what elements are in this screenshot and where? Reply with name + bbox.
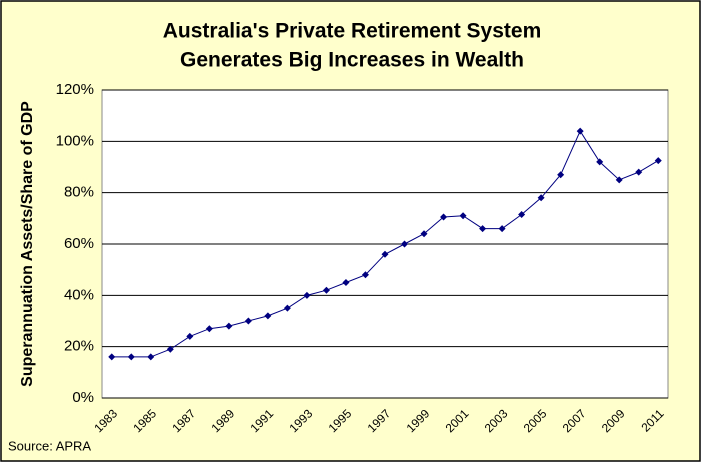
data-point xyxy=(166,345,174,353)
data-point xyxy=(381,250,389,258)
data-point xyxy=(537,194,545,202)
data-point xyxy=(108,353,116,361)
data-point xyxy=(127,353,135,361)
chart-title: Generates Big Increases in Wealth xyxy=(180,49,524,72)
y-axis-label: Superannuation Assets/Share of GDP xyxy=(19,101,36,387)
data-point xyxy=(420,230,428,238)
data-point xyxy=(518,210,526,218)
chart-title: Australia's Private Retirement System xyxy=(163,20,542,43)
data-point xyxy=(615,176,623,184)
data-point xyxy=(576,127,584,135)
y-tick-label: 60% xyxy=(64,235,94,252)
data-point xyxy=(205,325,213,333)
data-point xyxy=(498,225,506,233)
data-point xyxy=(361,271,369,279)
data-point xyxy=(303,291,311,299)
data-point xyxy=(283,304,291,312)
data-point xyxy=(459,212,467,220)
source-note: Source: APRA xyxy=(8,438,91,453)
y-tick-label: 100% xyxy=(56,132,94,149)
data-point xyxy=(225,322,233,330)
y-tick-label: 120% xyxy=(56,81,94,98)
data-point xyxy=(440,213,448,221)
data-point xyxy=(401,240,409,248)
y-tick-label: 20% xyxy=(64,338,94,355)
data-point xyxy=(264,312,272,320)
y-tick-label: 40% xyxy=(64,286,94,303)
data-point xyxy=(147,353,155,361)
data-point xyxy=(596,158,604,166)
data-point xyxy=(186,332,194,340)
data-point xyxy=(557,171,565,179)
data-point xyxy=(479,225,487,233)
data-point xyxy=(322,286,330,294)
data-point xyxy=(342,279,350,286)
data-point xyxy=(654,157,662,165)
data-point xyxy=(635,168,643,176)
data-point xyxy=(244,317,252,325)
y-tick-label: 0% xyxy=(72,389,94,406)
y-tick-label: 80% xyxy=(64,184,94,201)
